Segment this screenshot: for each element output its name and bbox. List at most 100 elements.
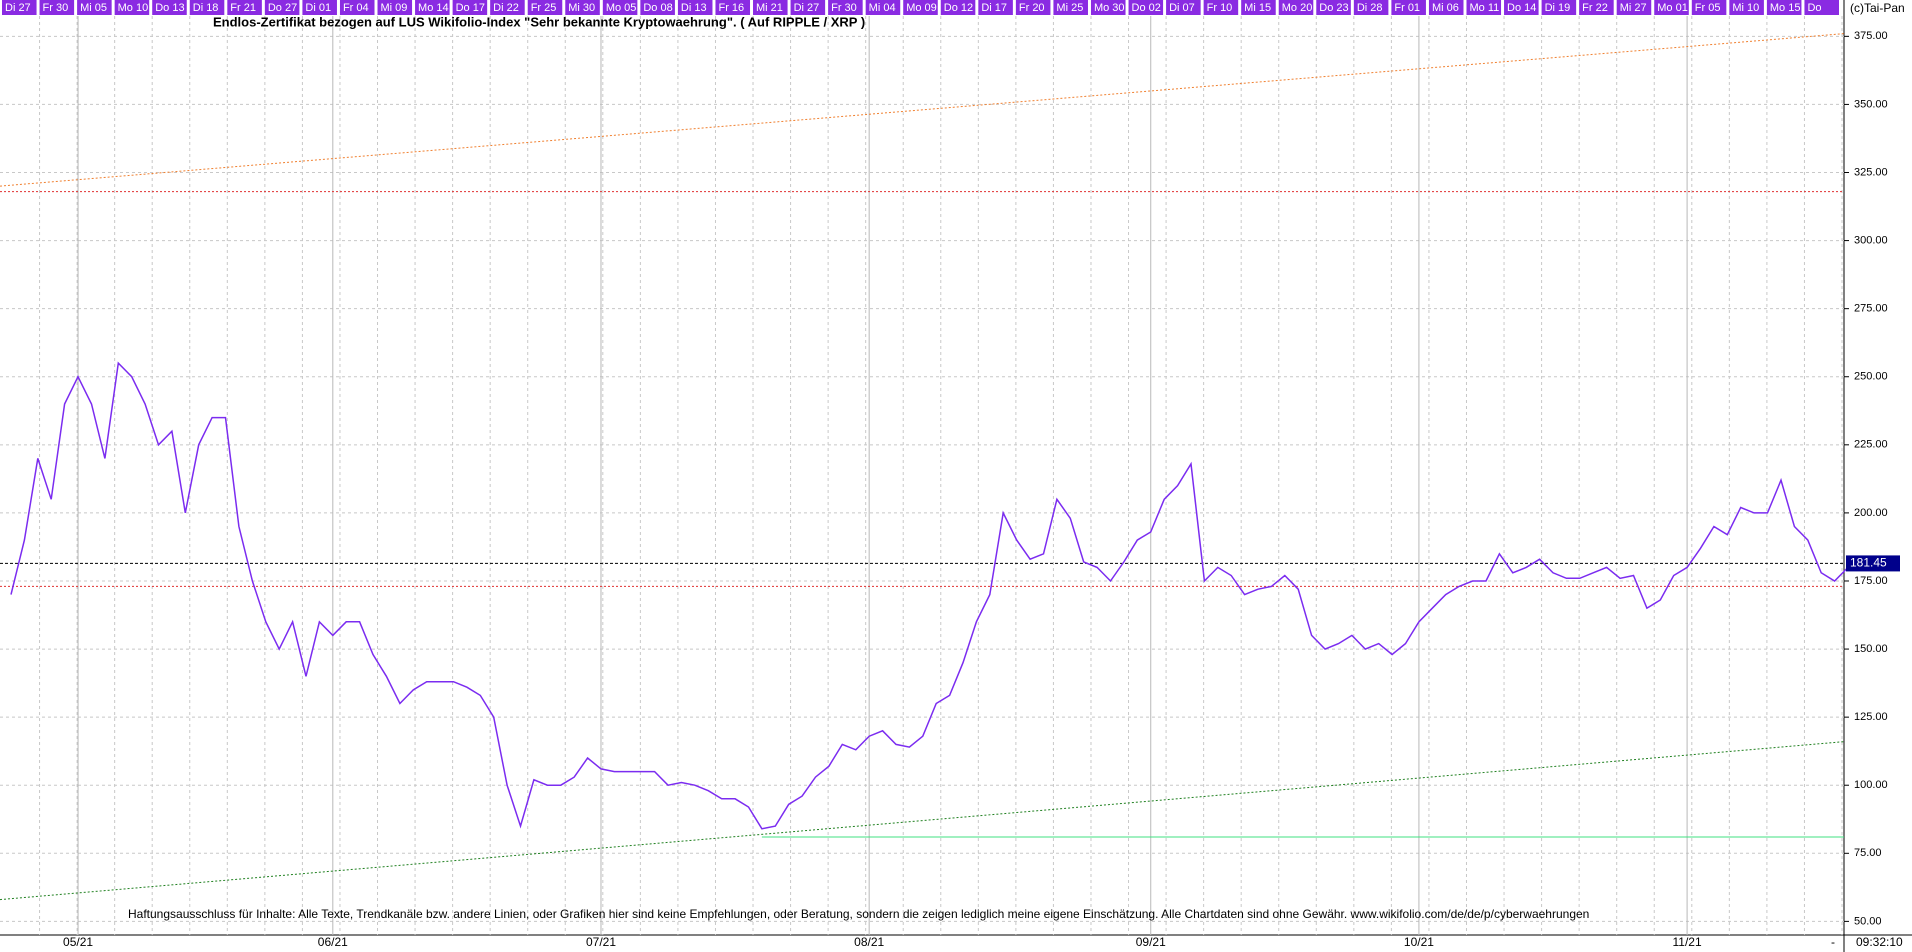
top-label-box: [39, 0, 75, 15]
top-label-box: [640, 0, 675, 15]
top-label: Di 07: [1169, 2, 1195, 14]
chart-title: Endlos-Zertifikat bezogen auf LUS Wikifo…: [213, 14, 865, 29]
time: 09:32:10: [1856, 935, 1903, 949]
top-label: Mo 15: [1770, 2, 1801, 14]
top-label: Do: [1807, 2, 1821, 14]
top-label-box: [715, 0, 751, 15]
top-label-box: [114, 0, 150, 15]
y-tick-label: 300.00: [1854, 234, 1888, 246]
top-label-box: [339, 0, 375, 15]
top-label-box: [565, 0, 600, 15]
trend-line: [0, 741, 1845, 901]
y-tick-label: 375.00: [1854, 30, 1888, 42]
y-tick-label: 100.00: [1854, 779, 1888, 791]
y-tick-label: 150.00: [1854, 643, 1888, 655]
top-label: Mi 09: [381, 2, 408, 14]
top-label: Do 23: [1319, 2, 1348, 14]
top-label-box: [527, 0, 563, 15]
top-label: Mo 20: [1282, 2, 1313, 14]
top-label-box: [1203, 0, 1239, 15]
top-label: Fr 25: [531, 2, 557, 14]
top-label: Mo 05: [606, 2, 637, 14]
top-label: Di 22: [493, 2, 519, 14]
top-label-box: [452, 0, 488, 15]
last-value-box: [1846, 555, 1900, 572]
disclaimer: Haftungsausschluss für Inhalte: Alle Tex…: [128, 907, 1589, 921]
top-label: Mi 10: [1732, 2, 1759, 14]
top-label-box: [1766, 0, 1802, 15]
top-label: Mo 14: [418, 2, 449, 14]
top-label-box: [1353, 0, 1389, 15]
y-tick-label: 175.00: [1854, 575, 1888, 587]
top-label: Mo 11: [1469, 2, 1499, 14]
top-label: Fr 20: [1019, 2, 1045, 14]
y-tick-label: 50.00: [1854, 915, 1882, 927]
x-tick-label: 09/21: [1136, 935, 1166, 949]
top-label-box: [1090, 0, 1126, 15]
top-label-box: [227, 0, 262, 15]
top-label-box: [1616, 0, 1652, 15]
top-label: Do 17: [456, 2, 485, 14]
top-label: Mi 06: [1432, 2, 1459, 14]
top-label-box: [1579, 0, 1614, 15]
top-label: Mo 09: [906, 2, 937, 14]
top-label: Do 14: [1507, 2, 1536, 14]
top-label-box: [1166, 0, 1201, 15]
y-tick-label: 75.00: [1854, 847, 1882, 859]
last-value-label: 181.45: [1850, 556, 1887, 570]
x-tick-label: 07/21: [586, 935, 616, 949]
y-tick-label: 200.00: [1854, 507, 1888, 519]
top-label: Do 02: [1132, 2, 1161, 14]
x-tick-label: 08/21: [854, 935, 884, 949]
top-label: Di 19: [1545, 2, 1571, 14]
top-label-box: [302, 0, 337, 15]
top-label: Fr 10: [1207, 2, 1233, 14]
y-tick-label: 325.00: [1854, 166, 1888, 178]
top-label: Mo 01: [1657, 2, 1688, 14]
top-label-box: [865, 0, 901, 15]
top-label-box: [790, 0, 826, 15]
top-label-box: [377, 0, 413, 15]
top-label: Fr 05: [1695, 2, 1721, 14]
top-label: Di 27: [5, 2, 31, 14]
top-label: Mi 25: [1056, 2, 1083, 14]
top-label-box: [1128, 0, 1164, 15]
top-label: Di 17: [981, 2, 1007, 14]
top-label: Fr 04: [343, 2, 369, 14]
top-label: Do 13: [155, 2, 184, 14]
top-label-box: [753, 0, 788, 15]
top-label-box: [152, 0, 187, 15]
top-label: Fr 22: [1582, 2, 1608, 14]
top-label: Do 12: [944, 2, 973, 14]
top-label: Fr 30: [831, 2, 857, 14]
top-label-box: [677, 0, 713, 15]
top-label: Di 01: [305, 2, 331, 14]
corner-mark: -: [1831, 935, 1835, 949]
top-label-box: [1241, 0, 1276, 15]
top-label: Fr 16: [718, 2, 744, 14]
top-label: Mi 21: [756, 2, 783, 14]
x-tick-label: 10/21: [1404, 935, 1434, 949]
top-label-box: [1053, 0, 1088, 15]
x-tick-label: 11/21: [1673, 935, 1702, 949]
top-label: Mi 04: [869, 2, 896, 14]
top-label-box: [490, 0, 525, 15]
top-label: Fr 21: [230, 2, 256, 14]
top-label-box: [1504, 0, 1539, 15]
top-label: Mi 27: [1620, 2, 1647, 14]
top-label-box: [415, 0, 450, 15]
top-label: Fr 30: [43, 2, 69, 14]
top-label: Di 27: [794, 2, 820, 14]
top-label-box: [940, 0, 976, 15]
top-label: Mi 05: [80, 2, 107, 14]
top-label-box: [2, 0, 37, 15]
y-tick-label: 250.00: [1854, 371, 1888, 383]
top-label: Di 28: [1357, 2, 1383, 14]
top-label: Do 27: [268, 2, 297, 14]
copyright: (c)Tai-Pan: [1850, 1, 1905, 15]
top-label-box: [1541, 0, 1577, 15]
top-label: Di 18: [193, 2, 219, 14]
trend-line: [0, 33, 1845, 187]
top-label-box: [978, 0, 1013, 15]
